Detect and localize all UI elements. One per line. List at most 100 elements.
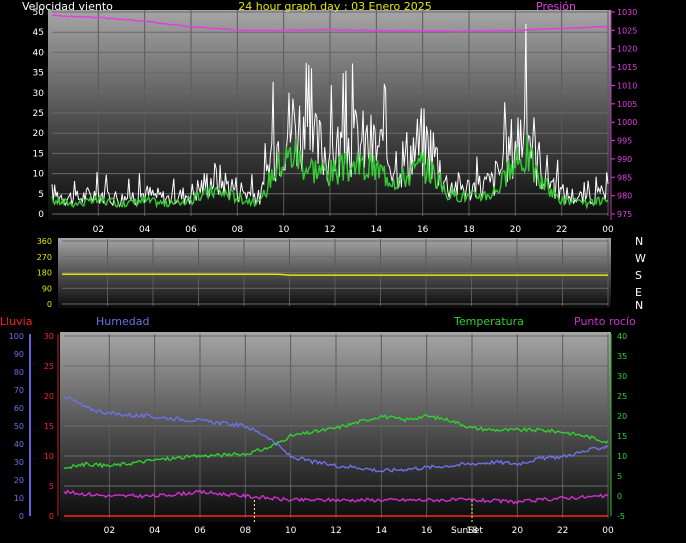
humidity-tick-label: 50 [14, 422, 24, 431]
direction-tick-label: 180 [37, 269, 52, 278]
wind-x-tick-label: 04 [139, 225, 151, 235]
dewpoint-label: Punto rocío [574, 315, 636, 328]
rain-label: Lluvia [0, 315, 32, 328]
wind-speed-label: Velocidad viento [22, 0, 113, 13]
wind-direction-line [62, 273, 608, 276]
climate-x-tick-label: 22 [557, 526, 568, 536]
temperature-tick-label: 0 [617, 492, 622, 501]
temperature-tick-label: 35 [617, 352, 627, 361]
pressure-tick-label: 1015 [617, 63, 637, 72]
compass-e: E [635, 286, 642, 299]
direction-tick-label: 270 [37, 253, 52, 262]
rain-tick-label: 25 [44, 362, 54, 371]
direction-tick-label: 360 [37, 237, 52, 246]
rain-tick-label: 0 [49, 512, 54, 521]
humidity-tick-label: 60 [14, 404, 24, 413]
wind-x-tick-label: 06 [185, 225, 197, 235]
wind-x-tick-label: 20 [510, 225, 522, 235]
temperature-line [63, 413, 609, 470]
rain-tick-label: 5 [49, 482, 54, 491]
wind-x-tick-label: 12 [324, 225, 335, 235]
pressure-line [51, 14, 609, 33]
temperature-tick-label: 30 [617, 372, 627, 381]
climate-x-tick-label: 18 [466, 526, 478, 536]
dewpoint-line [63, 489, 609, 505]
humidity-line [63, 395, 609, 473]
climate-x-tick-label: 14 [376, 526, 388, 536]
humidity-tick-label: 0 [19, 512, 24, 521]
pressure-tick-label: 975 [617, 210, 632, 219]
temperature-tick-label: -5 [617, 512, 625, 521]
temperature-tick-label: 5 [617, 472, 622, 481]
compass-labels: N W S E N [635, 235, 646, 312]
climate-x-tick-label: 16 [421, 526, 433, 536]
humidity-tick-label: 40 [14, 440, 24, 449]
grid-lines [52, 10, 609, 518]
temperature-tick-label: 15 [617, 432, 627, 441]
pressure-tick-label: 1010 [617, 81, 637, 90]
series-layer [51, 14, 609, 522]
wind-x-tick-label: 18 [463, 225, 475, 235]
compass-n-bottom: N [635, 299, 643, 312]
compass-w: W [635, 252, 646, 265]
wind-y-tick-label: 25 [33, 109, 44, 119]
temperature-tick-label: 40 [617, 332, 627, 341]
humidity-tick-label: 100 [9, 332, 24, 341]
rain-tick-label: 15 [44, 422, 54, 431]
direction-tick-label: 0 [47, 300, 52, 309]
climate-x-tick-label: 12 [330, 526, 341, 536]
pressure-tick-label: 980 [617, 192, 632, 201]
pressure-tick-label: 985 [617, 173, 632, 182]
wind-y-tick-label: 35 [33, 69, 44, 79]
wind-average-line [51, 135, 609, 210]
wind-y-tick-label: 45 [33, 28, 44, 38]
rain-tick-label: 30 [44, 332, 54, 341]
humidity-tick-label: 10 [14, 494, 24, 503]
humidity-tick-label: 70 [14, 386, 24, 395]
temperature-tick-label: 10 [617, 452, 627, 461]
humidity-tick-label: 90 [14, 350, 24, 359]
compass-n-top: N [635, 235, 643, 248]
wind-x-tick-label: 22 [556, 225, 567, 235]
temperature-tick-label: 20 [617, 412, 627, 421]
climate-x-tick-label: 10 [285, 526, 297, 536]
wind-y-tick-label: 10 [33, 170, 45, 180]
humidity-tick-label: 80 [14, 368, 24, 377]
wind-y-tick-label: 20 [33, 129, 45, 139]
wind-x-tick-label: 02 [93, 225, 104, 235]
temperature-label: Temperatura [453, 315, 524, 328]
humidity-tick-label: 30 [14, 458, 24, 467]
climate-x-tick-label: 02 [104, 526, 115, 536]
wind-x-tick-label: 16 [417, 225, 429, 235]
wind-y-tick-label: 30 [33, 89, 45, 99]
humidity-label: Humedad [96, 315, 149, 328]
axis-layer: 0202040406060808101012121414161618182020… [9, 8, 638, 536]
wind-x-tick-label: 14 [371, 225, 383, 235]
wind-y-tick-label: 5 [38, 190, 44, 200]
climate-x-tick-label: 00 [602, 526, 614, 536]
sunset-label: SunSet [451, 526, 483, 536]
rain-tick-label: 20 [44, 392, 54, 401]
climate-x-tick-label: 06 [194, 526, 206, 536]
pressure-label: Presión [536, 0, 576, 13]
pressure-tick-label: 995 [617, 137, 632, 146]
direction-tick-label: 90 [42, 284, 52, 293]
wind-y-tick-label: 0 [38, 210, 44, 220]
climate-x-tick-label: 20 [512, 526, 524, 536]
pressure-tick-label: 1000 [617, 118, 637, 127]
pressure-tick-label: 1025 [617, 26, 637, 35]
pressure-tick-label: 1030 [617, 8, 637, 17]
climate-x-tick-label: 04 [149, 526, 161, 536]
wind-x-tick-label: 10 [278, 225, 290, 235]
wind-y-tick-label: 40 [33, 48, 45, 58]
pressure-tick-label: 1020 [617, 45, 637, 54]
compass-s: S [635, 269, 642, 282]
wind-x-tick-label: 00 [602, 225, 614, 235]
temperature-tick-label: 25 [617, 392, 627, 401]
humidity-tick-label: 20 [14, 476, 24, 485]
rain-tick-label: 10 [44, 452, 54, 461]
wind-y-tick-label: 15 [33, 149, 44, 159]
wind-x-tick-label: 08 [232, 225, 244, 235]
graph-title: 24 hour graph day : 03 Enero 2025 [238, 0, 432, 13]
